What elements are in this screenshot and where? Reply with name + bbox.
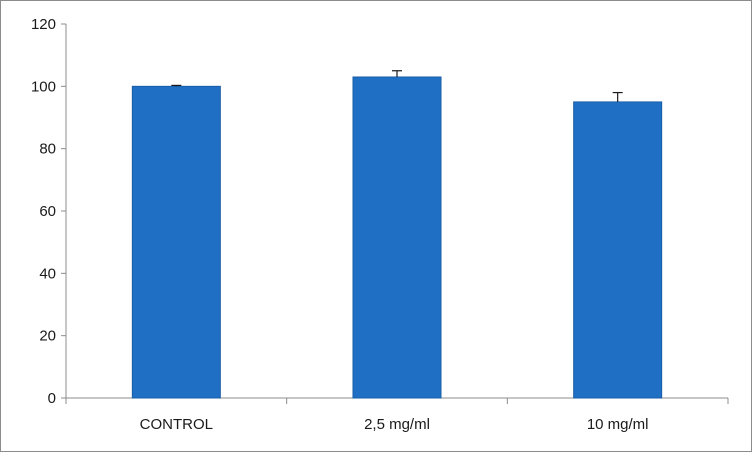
y-tick-label: 60 [39, 203, 56, 220]
y-tick-label: 40 [39, 265, 56, 282]
x-tick-label-0: CONTROL [140, 416, 213, 433]
error-bars [171, 70, 623, 102]
x-tick-label-2: 10 mg/ml [587, 416, 649, 433]
y-tick-label: 120 [31, 16, 56, 33]
y-tick-label: 0 [48, 390, 56, 407]
y-axis: 0 20 40 60 80 100 120 [31, 16, 67, 407]
x-axis: CONTROL 2,5 mg/ml 10 mg/ml [61, 397, 729, 433]
bar-2 [573, 101, 663, 399]
bar-0 [131, 85, 221, 399]
x-tick-label-1: 2,5 mg/ml [364, 416, 430, 433]
y-tick-label: 20 [39, 328, 56, 345]
bars [131, 76, 663, 399]
y-tick-label: 100 [31, 78, 56, 95]
bar-1 [352, 76, 442, 399]
y-tick-label: 80 [39, 141, 56, 158]
